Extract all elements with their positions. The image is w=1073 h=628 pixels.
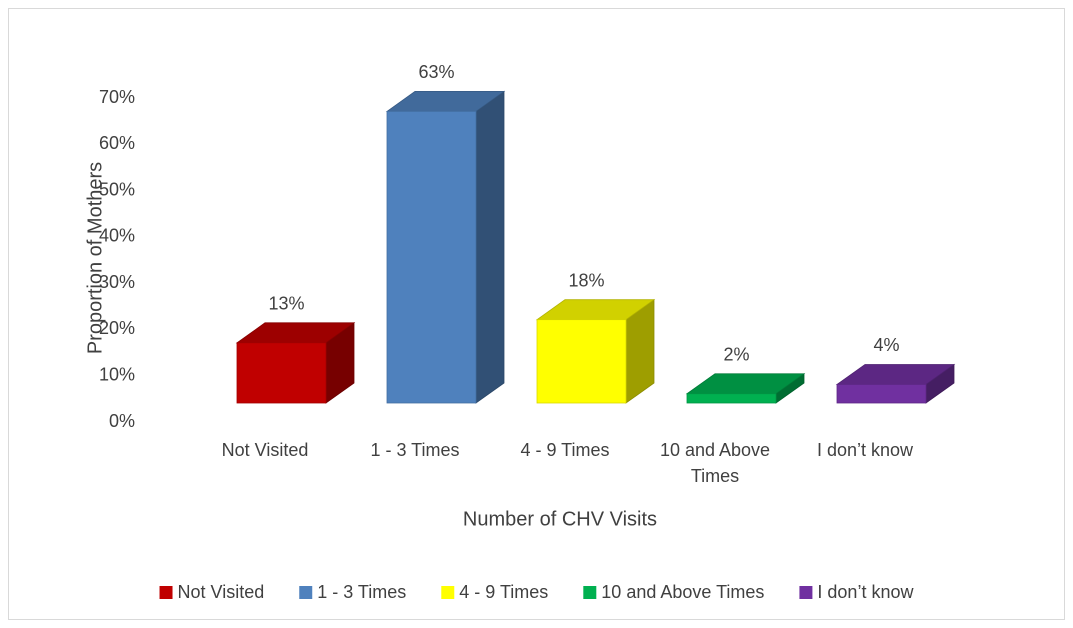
- bar-front: [686, 393, 777, 404]
- x-tick-label: 4 - 9 Times: [520, 440, 610, 460]
- x-tick-label-box: Not Visited: [221, 440, 309, 460]
- bar-front: [236, 342, 327, 404]
- legend-label: 1 - 3 Times: [317, 582, 406, 602]
- x-tick-label-box: 4 - 9 Times: [520, 440, 610, 460]
- x-tick-label: 1 - 3 Times: [370, 440, 460, 460]
- y-tick-label: 60%: [99, 133, 135, 153]
- y-tick-label: 20%: [99, 318, 135, 338]
- y-tick-label: 30%: [99, 272, 135, 292]
- x-axis-title: Number of CHV Visits: [463, 508, 657, 530]
- data-label: 2%: [723, 344, 749, 364]
- x-tick-label-box: 10 and Above Times: [659, 440, 771, 486]
- y-axis-title: Proportion of Mothers: [84, 162, 106, 354]
- y-tick-label: 50%: [99, 179, 135, 199]
- legend-label: 10 and Above Times: [601, 582, 764, 602]
- legend-swatch: [159, 586, 173, 599]
- data-label: 4%: [873, 335, 899, 355]
- x-tick-label: 10 and Above Times: [659, 440, 771, 486]
- x-tick-label-box: I don’t know: [816, 440, 914, 460]
- bar: [685, 372, 806, 404]
- bar: [385, 90, 506, 404]
- x-tick-label-box: 1 - 3 Times: [370, 440, 460, 460]
- legend-swatch: [583, 586, 597, 599]
- legend-label: 4 - 9 Times: [459, 582, 548, 602]
- y-tick-label: 40%: [99, 226, 135, 246]
- legend-swatch: [799, 586, 813, 599]
- y-tick-label: 10%: [99, 364, 135, 384]
- x-tick-label: Not Visited: [221, 440, 309, 460]
- legend-label: I don’t know: [817, 582, 914, 602]
- legend-swatch: [299, 586, 313, 599]
- chart-border: [8, 8, 1065, 620]
- x-tick-label: I don’t know: [816, 440, 914, 460]
- bar-front: [836, 384, 927, 404]
- legend-swatch: [441, 586, 455, 599]
- y-tick-label: 0%: [109, 411, 135, 431]
- bar-front: [536, 319, 627, 404]
- bar-front: [386, 111, 477, 404]
- bar: [835, 363, 956, 404]
- data-label: 18%: [568, 270, 604, 290]
- legend-label: Not Visited: [178, 582, 265, 602]
- bar: [535, 298, 656, 404]
- data-label: 63%: [418, 62, 454, 82]
- bar-side: [475, 90, 505, 404]
- y-tick-label: 70%: [99, 87, 135, 107]
- data-label: 13%: [268, 294, 304, 314]
- bar: [235, 322, 356, 404]
